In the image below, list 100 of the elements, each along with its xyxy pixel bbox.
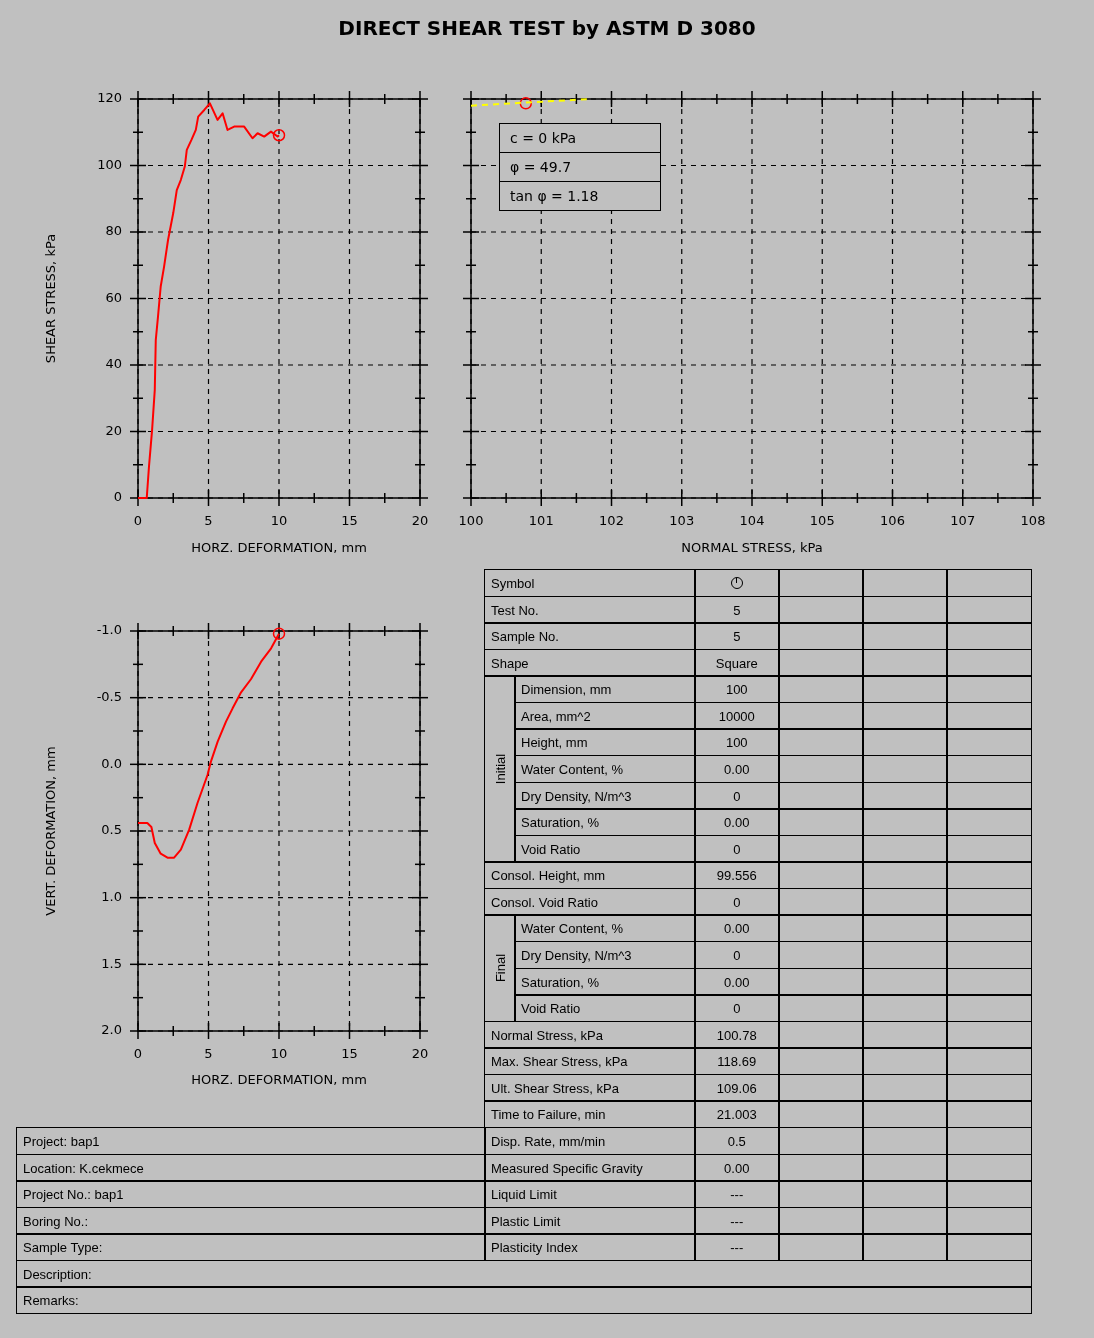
text: Void Ratio [521, 841, 581, 857]
text: --- [730, 1213, 744, 1229]
y-tick-label: 1.0 [101, 889, 122, 905]
x-tick-label: 102 [599, 513, 624, 529]
text: Description: [23, 1266, 92, 1282]
x-tick-label: 5 [204, 1046, 213, 1062]
text: Water Content, % [521, 761, 624, 777]
text: 0 [733, 841, 741, 857]
text: Symbol [491, 575, 535, 591]
text: Height, mm [521, 734, 588, 750]
text: Saturation, % [521, 814, 600, 830]
text: Project No.: bap1 [23, 1186, 124, 1202]
text: Location: K.cekmece [23, 1160, 144, 1176]
x-tick-label: 106 [880, 513, 905, 529]
x-axis-title: HORZ. DEFORMATION, mm [191, 539, 367, 555]
x-tick-label: 0 [133, 1046, 143, 1062]
text: Dry Density, N/m^3 [521, 947, 632, 963]
x-tick-label: 108 [1020, 513, 1046, 529]
text: DIRECT SHEAR TEST by ASTM D 3080 [337, 16, 757, 40]
text: Area, mm^2 [521, 708, 591, 724]
y-tick-label: 120 [97, 90, 122, 106]
text: --- [730, 1239, 744, 1255]
text: Plastic Limit [491, 1213, 561, 1229]
text: 0.00 [724, 974, 750, 990]
text: Consol. Void Ratio [491, 894, 598, 910]
text-box: c = 0 kPa φ = 49.7 tan φ = 1.18 [499, 123, 661, 211]
text: Dimension, mm [521, 681, 612, 697]
y-tick-label: 80 [105, 223, 122, 239]
text: 0 [733, 788, 741, 804]
x-tick-label: 5 [204, 513, 213, 529]
text: 100.78 [716, 1027, 757, 1043]
text: Shape [491, 655, 529, 671]
x-tick-label: 20 [411, 1046, 429, 1062]
y-tick-label: 0.0 [101, 755, 122, 771]
text: Square [715, 655, 758, 671]
x-tick-label: 107 [950, 513, 976, 529]
x-tick-label: 10 [270, 1046, 288, 1062]
y-tick-label: 60 [105, 289, 122, 305]
text: Void Ratio [521, 1000, 581, 1016]
text: 118.69 [717, 1053, 757, 1069]
y-tick-label: 100 [97, 156, 122, 172]
text: 0 [733, 894, 741, 910]
text: Measured Specific Gravity [491, 1160, 643, 1176]
annotation: φ = 49.7 [500, 152, 660, 181]
text: Remarks: [23, 1292, 79, 1308]
y-tick-label: 1.5 [101, 955, 122, 971]
text: Ult. Shear Stress, kPa [491, 1080, 619, 1096]
text: Initial [492, 753, 508, 785]
text: 0 [733, 947, 741, 963]
text: 109.06 [716, 1080, 757, 1096]
text: 5 [733, 602, 741, 618]
y-axis-title: VERT. DEFORMATION, mm [43, 746, 59, 916]
y-tick-label: -0.5 [96, 689, 122, 705]
text: Time to Failure, min [491, 1106, 606, 1122]
annotation: tan φ = 1.18 [500, 181, 660, 210]
text: Max. Shear Stress, kPa [491, 1053, 628, 1069]
text: Dry Density, N/m^3 [521, 788, 632, 804]
text: 0.00 [724, 814, 750, 830]
y-tick-label: 40 [105, 356, 122, 372]
text: Sample Type: [23, 1239, 103, 1255]
text: 0 [733, 1000, 741, 1016]
text: 0.00 [724, 1160, 750, 1176]
x-axis-title: NORMAL STRESS, kPa [681, 539, 823, 555]
text: 0.00 [724, 761, 750, 777]
text: Plasticity Index [491, 1239, 578, 1255]
text: Disp. Rate, mm/min [491, 1133, 606, 1149]
text: Saturation, % [521, 974, 600, 990]
x-tick-label: 15 [341, 1046, 358, 1062]
text: Sample No. [491, 628, 559, 644]
text: Liquid Limit [491, 1186, 557, 1202]
text: 99.556 [716, 867, 757, 883]
text: Boring No.: [23, 1213, 89, 1229]
annotation: c = 0 kPa [509, 129, 578, 148]
text: Final [492, 954, 508, 983]
text: Test No. [491, 602, 539, 618]
text: Normal Stress, kPa [491, 1027, 603, 1043]
text: 0.5 [727, 1133, 746, 1149]
text: 5 [733, 628, 741, 644]
y-tick-label: 0.5 [101, 822, 122, 838]
text: Consol. Height, mm [491, 867, 606, 883]
y-tick-label: 20 [105, 422, 122, 438]
y-tick-label: 2.0 [101, 1022, 122, 1038]
y-tick-label: 0 [113, 489, 122, 505]
x-tick-label: 100 [458, 513, 484, 529]
y-axis-title: SHEAR STRESS, kPa [43, 233, 59, 364]
text: 21.003 [716, 1106, 757, 1122]
text: --- [730, 1186, 744, 1202]
text: Water Content, % [521, 920, 624, 936]
x-tick-label: 0 [133, 513, 143, 529]
text: 100 [725, 734, 748, 750]
x-tick-label: 104 [739, 513, 765, 529]
text: Project: bap1 [23, 1133, 100, 1149]
x-axis-title: HORZ. DEFORMATION, mm [191, 1071, 367, 1087]
x-tick-label: 20 [411, 513, 429, 529]
x-tick-label: 15 [341, 513, 358, 529]
x-tick-label: 10 [270, 513, 288, 529]
x-tick-label: 101 [528, 513, 554, 529]
x-tick-label: 105 [809, 513, 835, 529]
text: 100 [725, 681, 748, 697]
text: 10000 [718, 708, 755, 724]
